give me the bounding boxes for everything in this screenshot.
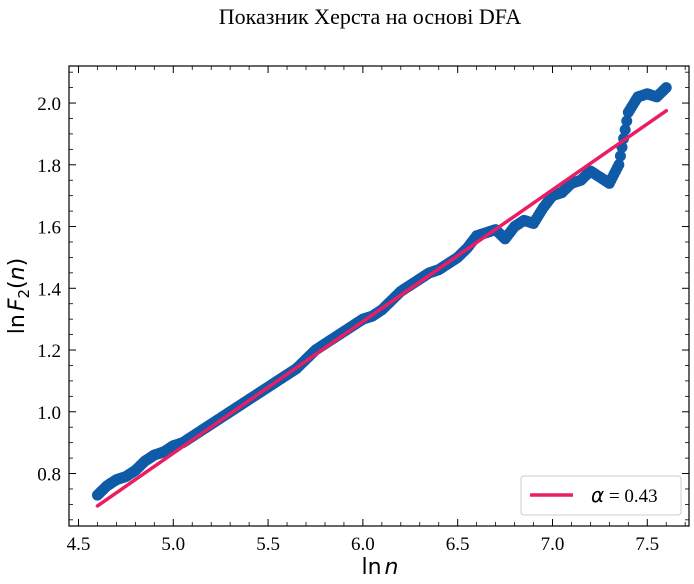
y-tick-label: 1.0 [37,403,61,424]
y-axis-label-arg: n [5,266,30,280]
y-axis-label-sub: 2 [15,289,33,299]
axis-ticks [69,66,689,526]
y-axis-label-close: ) [5,258,30,267]
legend-symbol: α [591,483,604,507]
x-tick-label: 4.5 [67,534,91,555]
x-tick-label: 5.5 [256,534,280,555]
legend: α = 0.43 [520,475,682,516]
data-points [91,82,672,501]
y-tick-label: 2.0 [37,94,61,115]
x-axis-label: ln n [361,555,398,580]
x-axis-label-prefix: ln [361,555,381,580]
y-tick-label: 0.8 [37,465,61,486]
x-tick-label: 5.0 [161,534,185,555]
y-tick-label: 1.6 [37,218,61,239]
y-tick-label: 1.8 [37,156,61,177]
fit-line [95,109,668,508]
y-tick-labels: 0.8 1.0 1.2 1.4 1.6 1.8 2.0 [37,94,61,485]
x-tick-label: 6.0 [351,534,375,555]
legend-value: = 0.43 [604,486,657,507]
y-axis-label-prefix: ln [5,314,30,334]
y-axis-label-open: ( [5,280,30,289]
x-tick-label: 7.5 [635,534,659,555]
y-tick-label: 1.4 [37,279,61,300]
legend-box [520,475,682,516]
x-tick-label: 7.0 [541,534,565,555]
x-tick-label: 6.5 [446,534,470,555]
y-axis-label: ln F2(n) [5,258,33,334]
y-tick-label: 1.2 [37,341,61,362]
data-point-interp [621,115,633,127]
chart-title: Показник Херста на основі DFA [219,4,522,29]
data-point-interp [614,150,626,162]
plot-area-frame [68,65,690,527]
fit-line-layer [95,109,668,508]
data-point-interp [619,124,631,136]
data-point [613,159,625,171]
legend-label: α = 0.43 [591,483,658,507]
y-axis-label-func: F [5,298,30,311]
x-axis-label-var: n [385,555,399,580]
data-point [660,82,672,94]
x-tick-labels: 4.5 5.0 5.5 6.0 6.5 7.0 7.5 [67,534,660,555]
